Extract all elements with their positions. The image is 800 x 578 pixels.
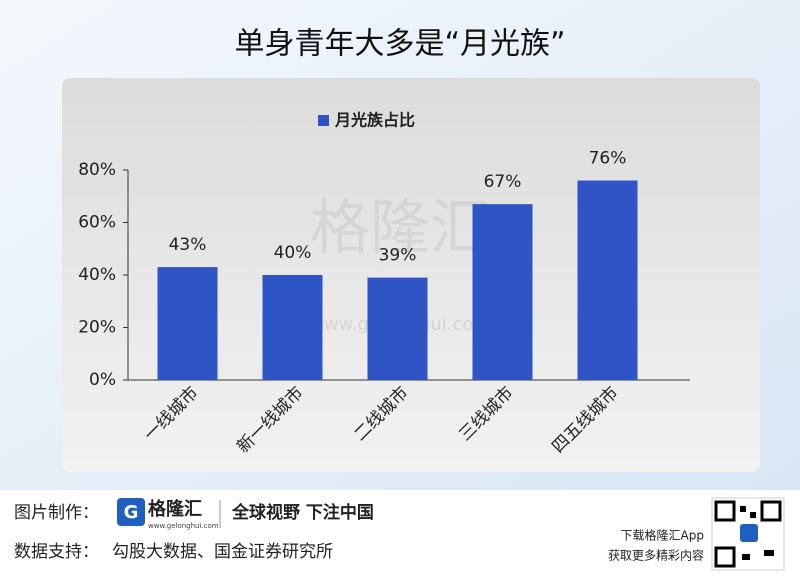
app-line1: 下载格隆汇App (621, 528, 704, 543)
bar (472, 204, 533, 380)
value-label: 39% (379, 246, 417, 266)
bar (367, 277, 428, 380)
value-label: 40% (274, 243, 312, 263)
slogan: 全球视野 下注中国 (231, 502, 374, 523)
value-label: 76% (589, 149, 627, 169)
logo-url: www.gelonghui.com (148, 522, 219, 530)
maker-label: 图片制作： (14, 503, 99, 523)
source: 勾股大数据、国金证券研究所 (112, 542, 333, 562)
value-label: 43% (169, 235, 207, 255)
watermark: 格隆汇 (310, 194, 490, 264)
logo: 格隆汇 (148, 498, 202, 520)
y-tick-label: 20% (78, 318, 116, 338)
chart-title: 单身青年大多是“月光族” (234, 27, 565, 62)
y-tick-label: 0% (89, 370, 116, 390)
legend-label: 月光族占比 (334, 111, 415, 130)
logo-icon (117, 498, 145, 526)
legend-swatch (318, 115, 329, 126)
value-label: 67% (484, 172, 522, 192)
source-label: 数据支持： (14, 542, 99, 562)
bar (157, 267, 218, 380)
y-tick-label: 60% (78, 213, 116, 233)
bar (262, 275, 323, 380)
y-tick-label: 40% (78, 265, 116, 285)
y-tick-label: 80% (78, 160, 116, 180)
logo-icon-letter: G (124, 502, 139, 523)
bar (577, 180, 638, 380)
app-line2: 获取更多精彩内容 (608, 548, 704, 563)
qr-code (711, 497, 785, 571)
